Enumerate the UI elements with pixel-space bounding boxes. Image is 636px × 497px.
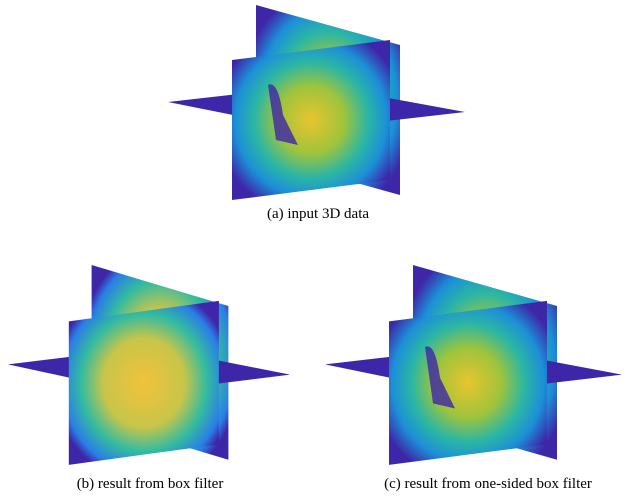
page: (a) input 3D data (b) result from box fi…: [0, 0, 636, 497]
image-b: [8, 265, 293, 470]
caption: (c) result from one-sided box filter: [384, 476, 592, 493]
image-c: [325, 265, 625, 470]
caption: (a) input 3D data: [267, 206, 369, 223]
caption: (b) result from box filter: [77, 476, 224, 493]
image-a: [168, 5, 468, 205]
